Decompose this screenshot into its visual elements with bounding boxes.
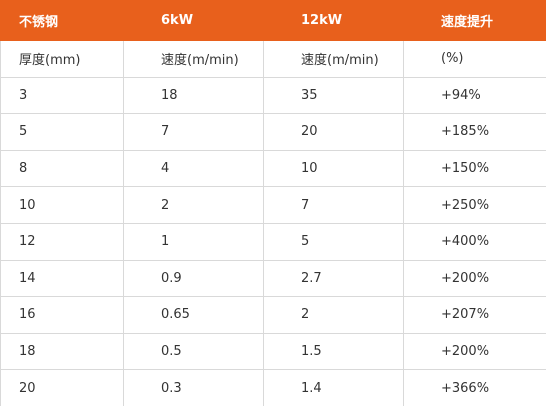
table-cell: 1.5: [263, 332, 404, 371]
table-cell: 2.7: [263, 259, 404, 298]
table-cell: 0.5: [123, 332, 264, 371]
table-cell: 18: [0, 332, 124, 371]
table-cell: 20: [0, 369, 124, 406]
table-cell: +200%: [403, 259, 546, 298]
table-cell: 1.4: [263, 369, 404, 406]
table-cell: 速度(m/min): [263, 40, 404, 78]
table-cell: +150%: [403, 149, 546, 188]
header-cell: 不锈钢: [0, 0, 124, 41]
table-cell: 5: [263, 222, 404, 261]
header-cell: 12kW: [263, 0, 404, 41]
table-cell: 厚度(mm): [0, 40, 124, 78]
table-cell: +366%: [403, 369, 546, 406]
table-row: 3 18 35 +94%: [0, 76, 546, 115]
table-cell: 1: [123, 222, 264, 261]
table-row: 10 2 7 +250%: [0, 186, 546, 224]
table-cell: 7: [123, 113, 264, 151]
table-cell: +207%: [403, 296, 546, 334]
table-cell: +400%: [403, 222, 546, 261]
header-cell: 6kW: [123, 0, 264, 41]
table-cell: +250%: [403, 186, 546, 224]
table-cell: (%): [403, 40, 546, 78]
table-cell: 16: [0, 296, 124, 334]
table-cell: 7: [263, 186, 404, 224]
table-row: 12 1 5 +400%: [0, 222, 546, 261]
table-row: 14 0.9 2.7 +200%: [0, 259, 546, 298]
table-row: 16 0.65 2 +207%: [0, 296, 546, 334]
table-cell: 14: [0, 259, 124, 298]
table-row: 厚度(mm) 速度(m/min) 速度(m/min) (%): [0, 40, 546, 78]
table-cell: 4: [123, 149, 264, 188]
table-row: 8 4 10 +150%: [0, 149, 546, 188]
table-cell: 8: [0, 149, 124, 188]
table-body: 厚度(mm) 速度(m/min) 速度(m/min) (%) 3 18 35 +94% 5 7 20…: [0, 40, 546, 406]
table-row: 20 0.3 1.4 +366%: [0, 369, 546, 406]
table-cell: +200%: [403, 332, 546, 371]
table-cell: 10: [263, 149, 404, 188]
table-cell: +185%: [403, 113, 546, 151]
table-cell: 速度(m/min): [123, 40, 264, 78]
table-cell: 18: [123, 76, 264, 115]
table-row: 18 0.5 1.5 +200%: [0, 332, 546, 371]
table-cell: 10: [0, 186, 124, 224]
table-cell: 3: [0, 76, 124, 115]
table-row: 5 7 20 +185%: [0, 113, 546, 151]
table-cell: 0.65: [123, 296, 264, 334]
header-cell: 速度提升: [403, 0, 546, 41]
table-cell: 2: [263, 296, 404, 334]
table-cell: 12: [0, 222, 124, 261]
table-cell: 20: [263, 113, 404, 151]
table-cell: 0.3: [123, 369, 264, 406]
header-row: 不锈钢 6kW 12kW 速度提升: [0, 0, 546, 41]
table-cell: 5: [0, 113, 124, 151]
table-cell: 0.9: [123, 259, 264, 298]
table-cell: +94%: [403, 76, 546, 115]
table-cell: 2: [123, 186, 264, 224]
table-cell: 35: [263, 76, 404, 115]
